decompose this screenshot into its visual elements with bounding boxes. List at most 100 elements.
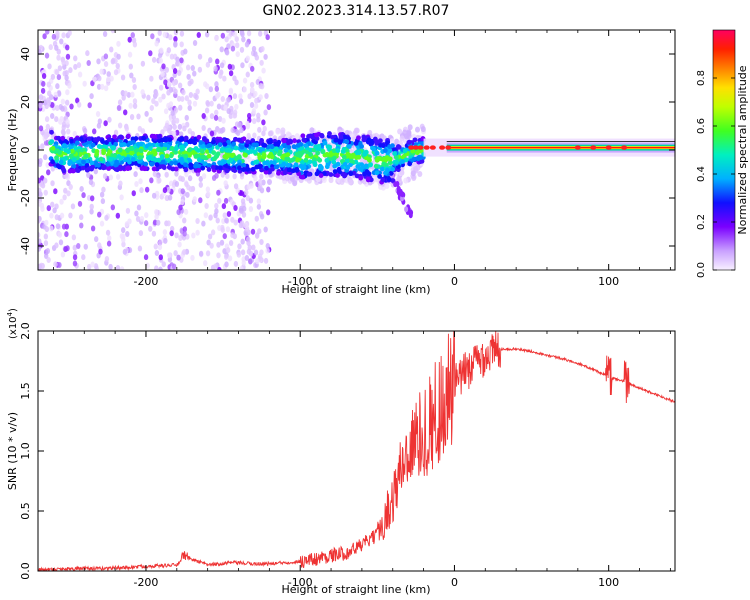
spectral-cell [224,168,230,174]
spectral-cell [219,239,225,246]
spectral-cell [236,154,242,159]
spectral-cell [118,134,124,140]
spectral-cell [50,165,56,172]
spectral-cell [262,125,267,132]
spectral-cell [149,104,154,111]
spectral-cell [239,46,245,53]
spectral-cell [220,95,225,102]
y-tick-label: 20 [19,95,32,109]
spectral-cell [185,191,190,198]
spectral-cell [161,93,166,100]
svg-text:(x104): (x104) [6,308,19,339]
snr-frame [37,330,676,572]
spectral-cell [190,130,196,137]
spectral-cell [236,251,242,258]
spectral-cell [187,105,192,112]
spectral-cell [68,212,73,219]
spectral-cell [62,194,67,201]
spectral-cell [56,54,61,61]
spectral-cell [200,154,206,160]
colorbar: 0.0 0.2 0.4 0.6 0.8 Normalized spectral ampl… [696,29,749,278]
spectral-cell [89,160,95,166]
spectral-cell [93,168,98,175]
spectral-cell [252,132,257,139]
spectral-cell [393,181,398,188]
spectral-cell [240,249,246,256]
spectral-peak [417,145,424,150]
spectral-cell [377,156,383,162]
spectral-cell [151,166,157,172]
spectral-cell [93,160,99,166]
spectral-cell [71,163,77,169]
spectral-cell [266,178,272,185]
spectral-cell [308,133,314,139]
spectral-cell [230,216,235,223]
spectral-cell [221,203,227,210]
spectral-cell [68,153,74,159]
spectral-cell [100,139,106,144]
spectral-cell [223,155,229,160]
spectral-cell [215,58,220,65]
spectral-cell [220,32,226,39]
spectral-cell [105,229,111,236]
spectral-cell [125,166,131,172]
spectral-cell [130,32,135,39]
spectral-cell [174,170,179,177]
spectral-cell [344,139,350,145]
spectral-cell [169,225,175,232]
spectral-cell [366,137,372,143]
spectral-cell [89,93,94,100]
spectral-cell [404,206,409,213]
spectral-cell [151,192,157,199]
spectral-cell [255,258,260,265]
spectral-cell [308,152,313,157]
spectral-cell [307,159,313,165]
spectral-cell [192,40,198,47]
spectral-cell [60,105,65,112]
spectral-cell [233,219,238,226]
spectral-cell [416,155,422,160]
spectral-cell [51,33,57,40]
spectral-cell [333,137,339,143]
spectral-cell [43,133,49,140]
spectral-cell [214,35,219,42]
spectral-cell [192,196,197,203]
spectral-cell [43,154,48,161]
spectral-cell [173,166,179,172]
spectral-cell [186,184,191,191]
spectral-cell [110,30,116,34]
spectral-cell [64,99,70,106]
spectral-cell [47,90,52,97]
spectral-cell [119,266,125,270]
spectral-cell [63,147,69,153]
spectral-cell [238,205,244,212]
spectral-cell [173,88,178,95]
spectral-cell [419,158,425,164]
spectral-cell [263,169,269,175]
spectral-cell [250,87,255,94]
spectral-cell [178,204,183,211]
spectral-cell [182,226,188,233]
spectral-cell [101,164,107,170]
spectral-cell [115,265,121,270]
spectral-cell [214,202,219,209]
spectral-cell [81,159,86,165]
spectral-cell [94,236,99,243]
spectral-cell [107,235,112,242]
spectral-cell [253,175,258,182]
spectral-cell [179,136,185,142]
spectral-cell [302,137,307,143]
spectral-cell [46,257,51,264]
spectral-cell [85,50,90,57]
spectral-cell [335,161,341,167]
spectral-cell [232,75,237,82]
spectral-cell [38,217,41,224]
spectral-cell [264,165,269,171]
spectral-peak [605,145,612,150]
spectral-peak [445,145,452,150]
spectral-cell [258,147,264,153]
spectral-cell [184,95,190,102]
spectral-cell [342,134,348,140]
spectral-cell [45,123,51,130]
